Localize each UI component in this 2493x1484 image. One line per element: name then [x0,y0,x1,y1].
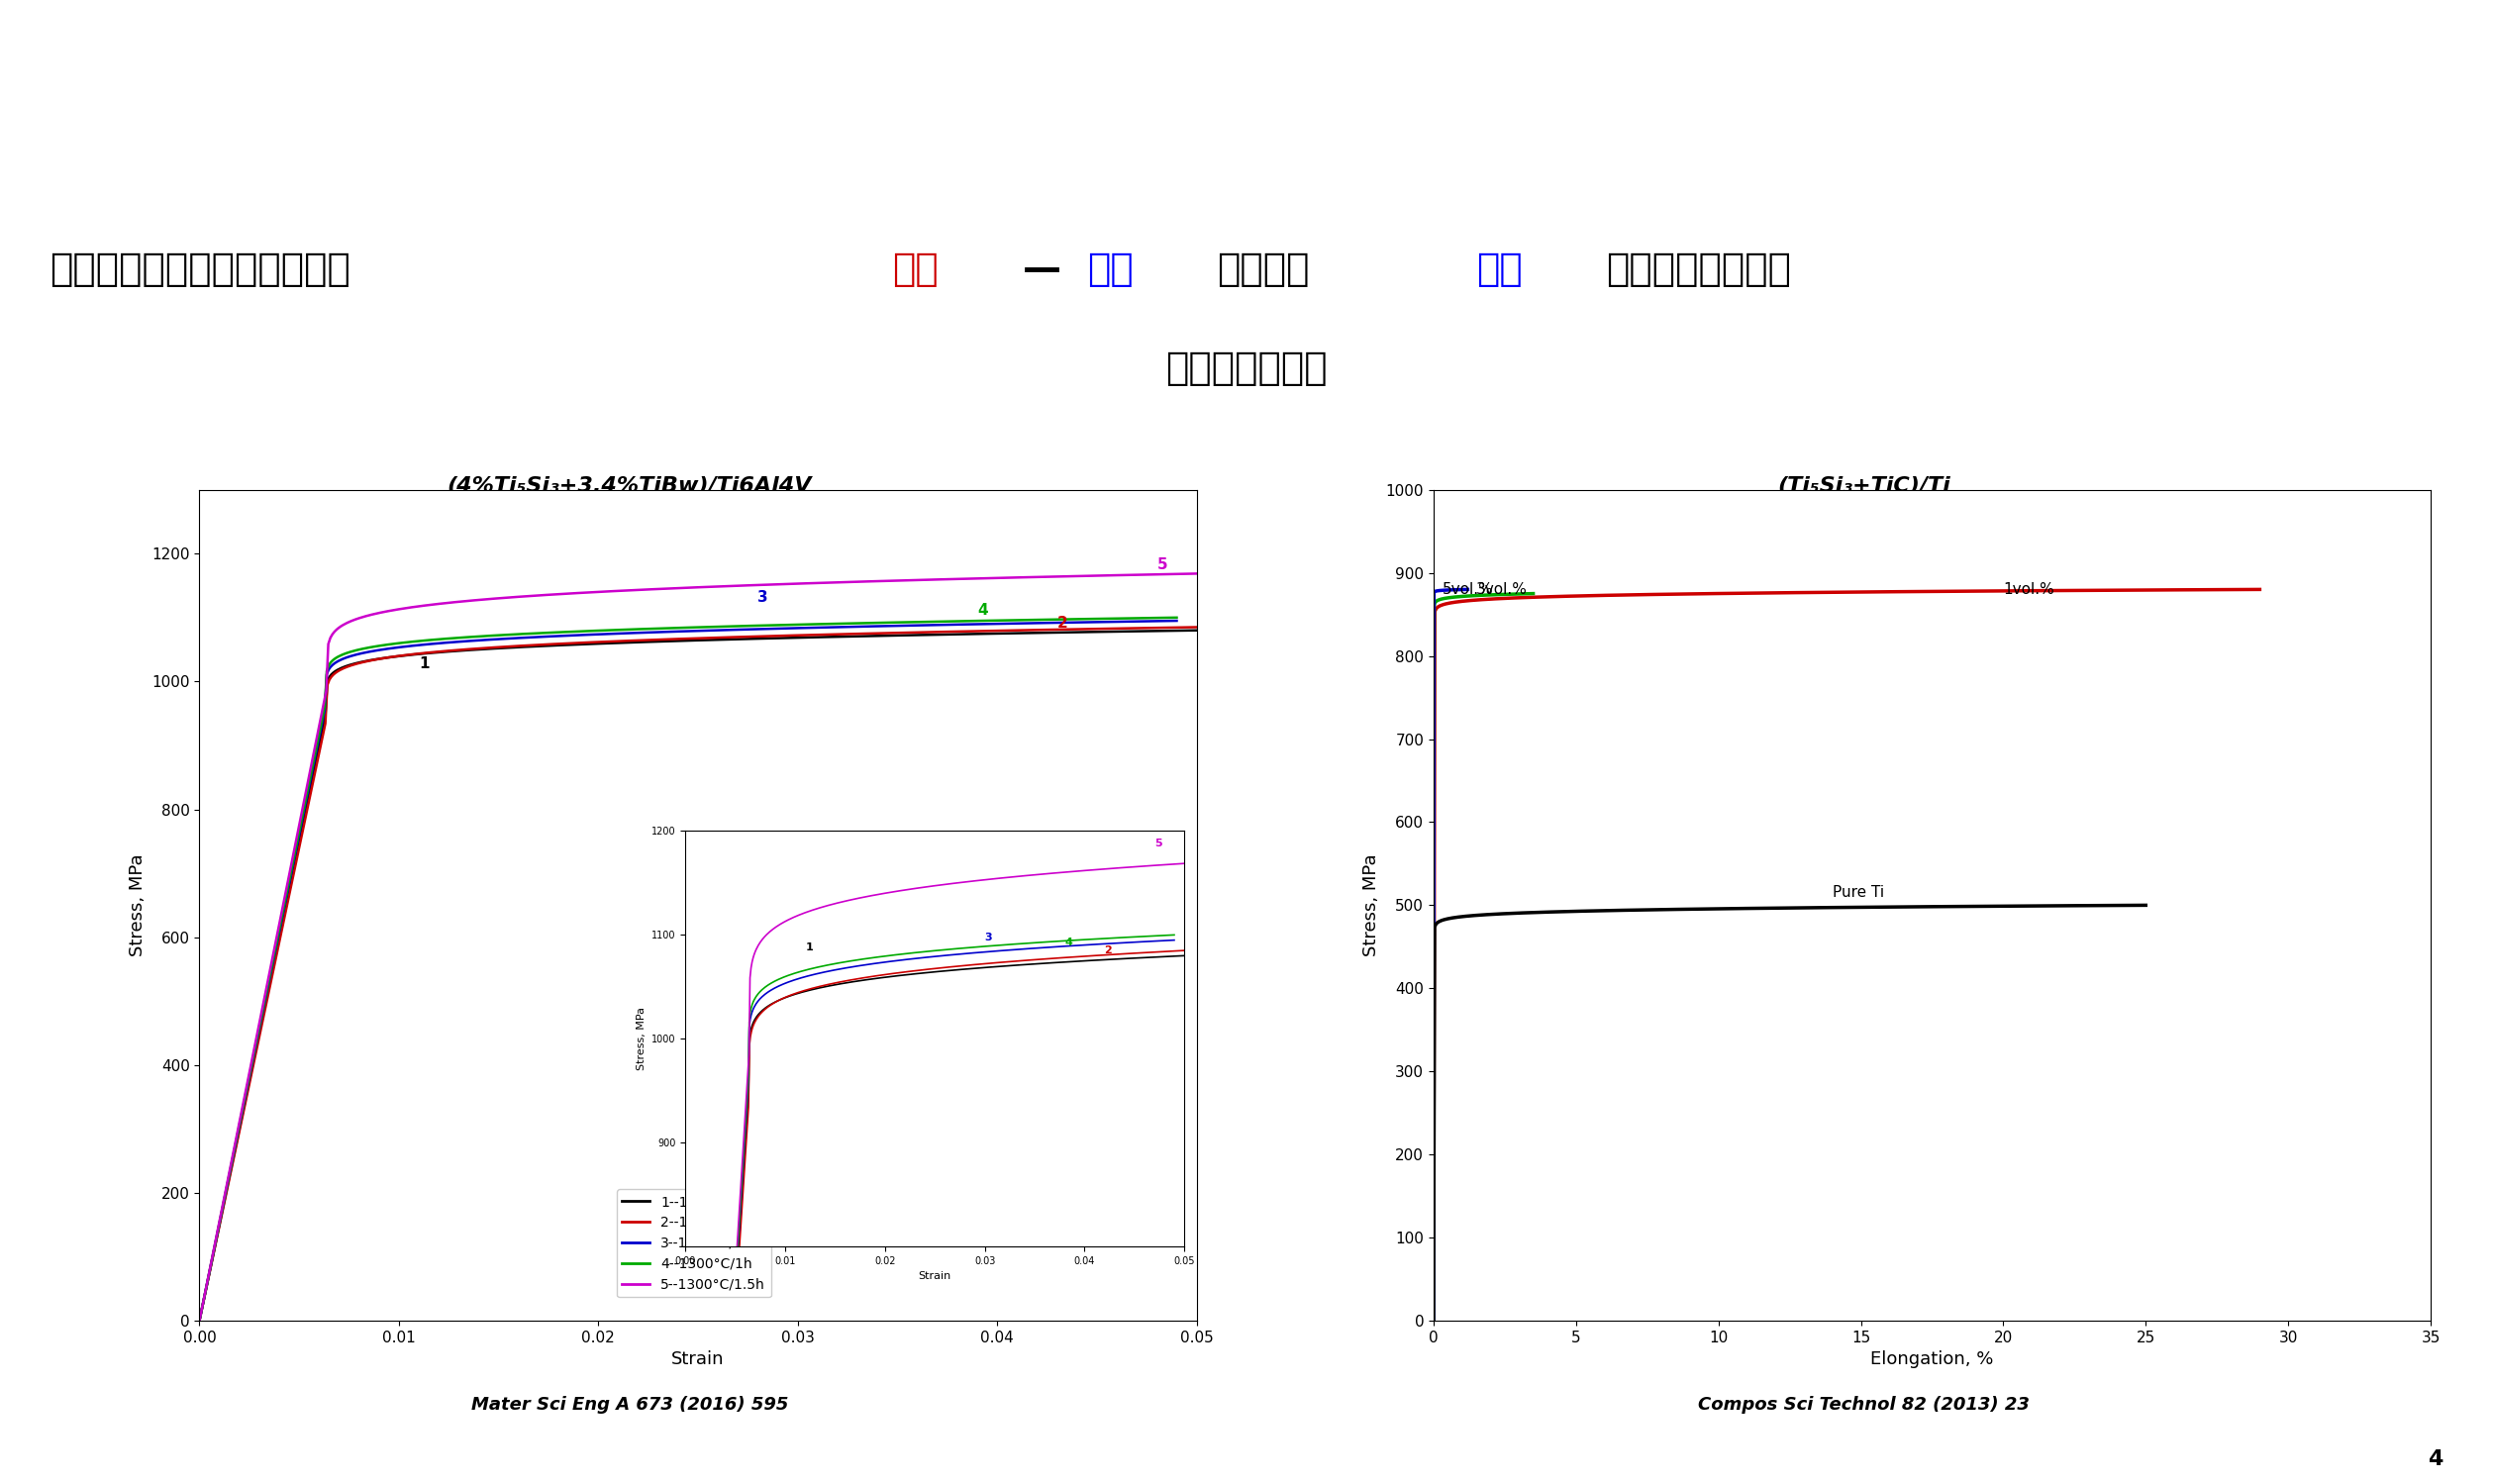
Text: 5: 5 [1157,558,1167,573]
Text: 倒置关系越明显: 倒置关系越明显 [1167,349,1326,387]
Text: 1vol.%: 1vol.% [2004,582,2054,597]
Text: 01  研究背景: 01 研究背景 [1129,74,1364,126]
Text: 大多数情况下钛基复合材料的: 大多数情况下钛基复合材料的 [50,251,352,288]
Text: —: — [1022,251,1060,288]
Text: 5vol.%: 5vol.% [1441,582,1493,597]
Text: 3: 3 [985,932,992,942]
Text: 4: 4 [2428,1450,2443,1469]
X-axis label: Elongation, %: Elongation, % [1870,1350,1994,1368]
Text: 1: 1 [805,942,813,953]
Text: 呈现明显: 呈现明显 [1217,251,1309,288]
Text: 2: 2 [1057,616,1067,631]
Text: NIN: NIN [75,89,137,119]
Text: 4: 4 [1065,938,1072,947]
Text: (4%Ti₅Si₃+3.4%TiBw)/Ti6Al4V: (4%Ti₅Si₃+3.4%TiBw)/Ti6Al4V [446,476,813,496]
Text: (Ti₅Si₃+TiC)/Ti: (Ti₅Si₃+TiC)/Ti [1778,476,1950,496]
Legend: 1--1200°C/1h, 2--1200°C/1.5h, 3--1200°C/2h, 4--1300°C/1h, 5--1300°C/1.5h: 1--1200°C/1h, 2--1200°C/1.5h, 3--1200°C/… [616,1190,770,1297]
Text: Pure Ti: Pure Ti [1832,884,1885,899]
Text: 倒置: 倒置 [1476,251,1523,288]
Text: 关系，强度越高，: 关系，强度越高， [1605,251,1790,288]
X-axis label: Strain: Strain [917,1272,952,1282]
Y-axis label: Stress, MPa: Stress, MPa [636,1008,646,1070]
Text: 5: 5 [1154,838,1162,849]
Text: 强度: 强度 [892,251,940,288]
X-axis label: Strain: Strain [671,1350,725,1368]
Text: Mater Sci Eng A 673 (2016) 595: Mater Sci Eng A 673 (2016) 595 [471,1395,788,1413]
Text: 3: 3 [758,589,768,604]
Y-axis label: Stress, MPa: Stress, MPa [127,853,147,957]
Text: 2: 2 [1104,945,1112,956]
Text: 1: 1 [419,657,429,672]
Text: 3vol.%: 3vol.% [1476,582,1528,597]
Text: 4: 4 [977,603,987,617]
Y-axis label: Stress, MPa: Stress, MPa [1361,853,1381,957]
Text: 塑性: 塑性 [1087,251,1134,288]
Text: Compos Sci Technol 82 (2013) 23: Compos Sci Technol 82 (2013) 23 [1698,1395,2029,1413]
